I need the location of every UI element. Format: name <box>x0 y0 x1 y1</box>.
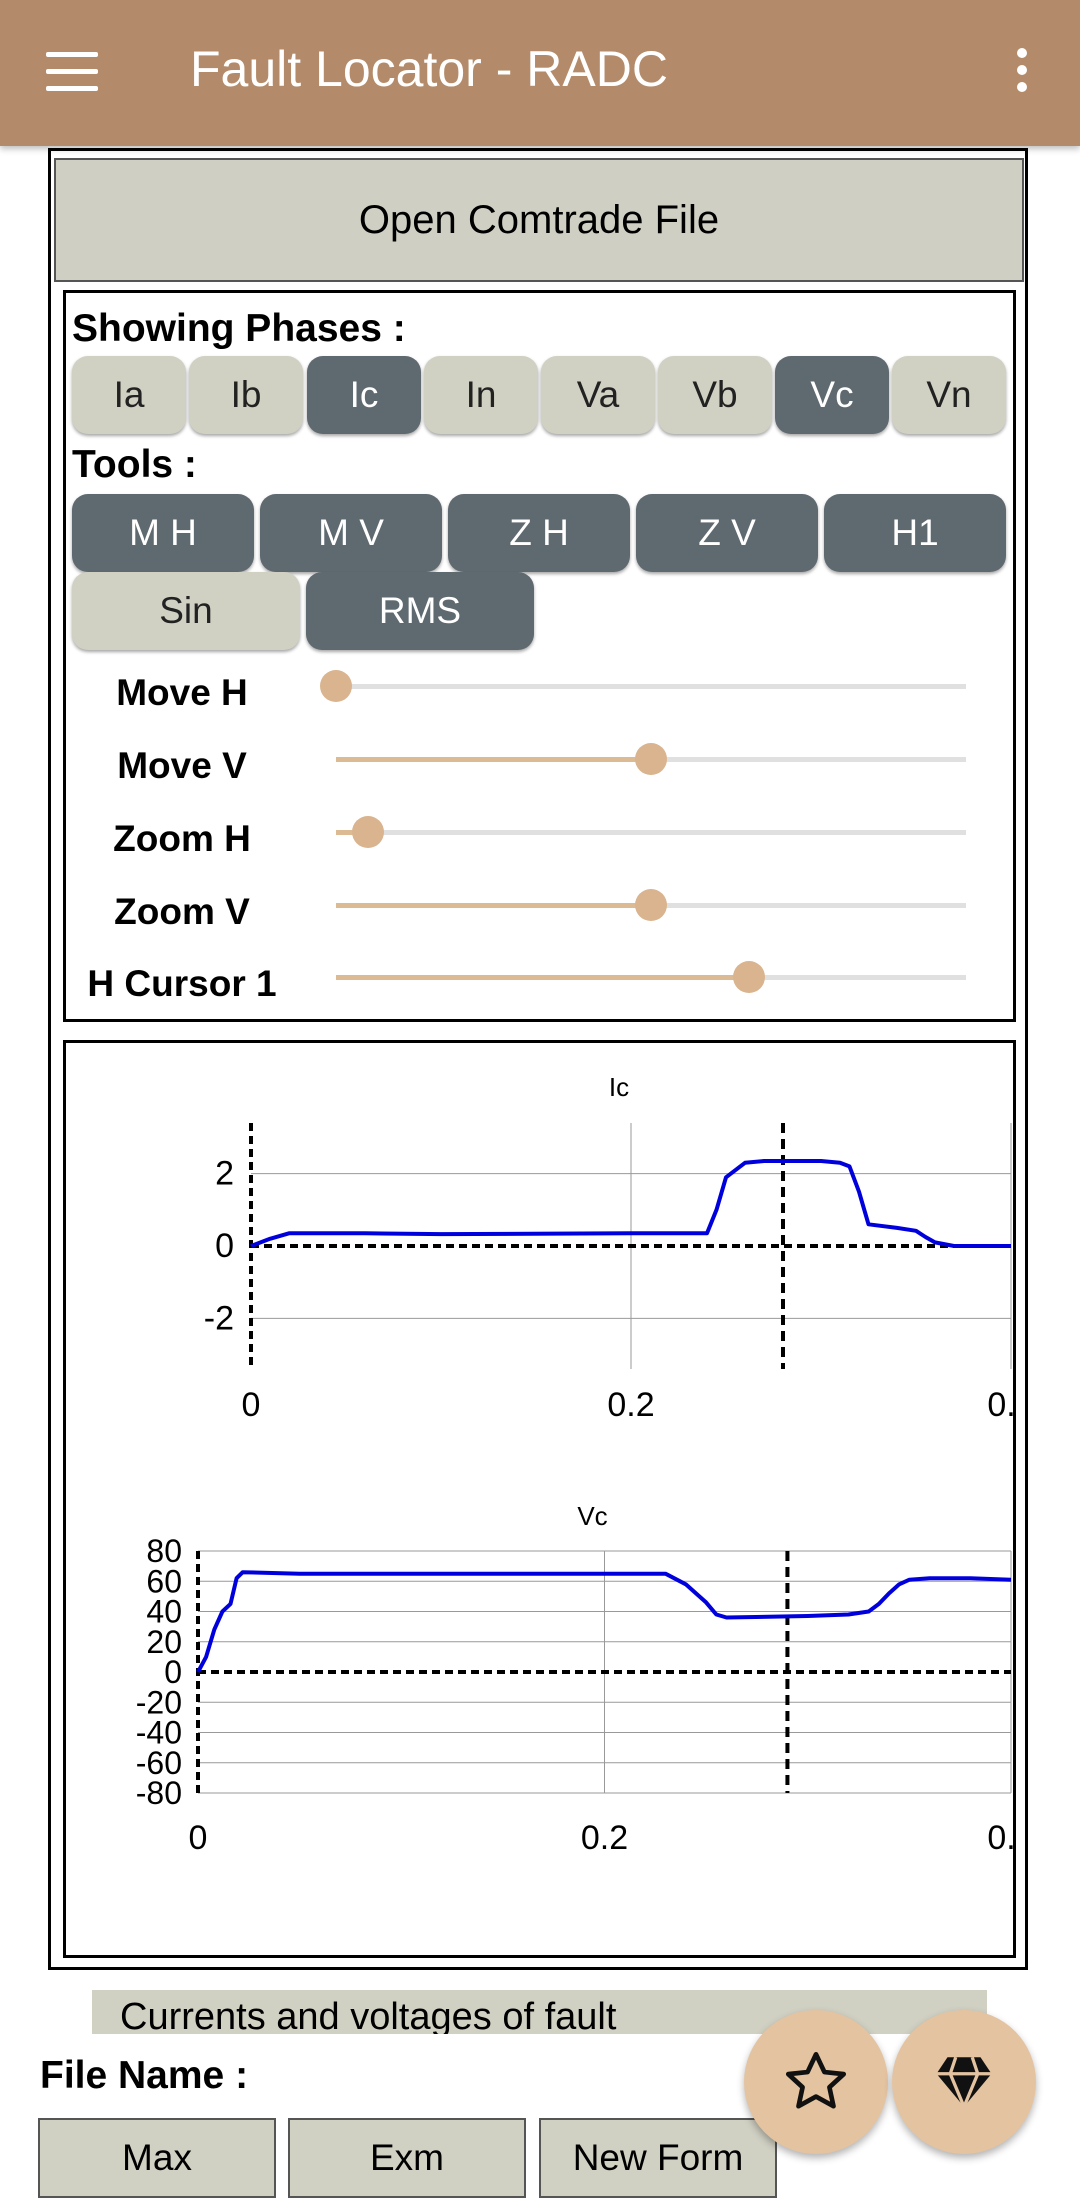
zoom-h-slider[interactable] <box>336 816 966 848</box>
vc-ytick-label: 60 <box>146 1563 182 1599</box>
new-form-button[interactable]: New Form <box>539 2118 777 2198</box>
phase-ib-toggle[interactable]: Ib <box>189 356 303 434</box>
hamburger-menu-icon[interactable] <box>46 52 98 92</box>
tools-label: Tools : <box>72 443 197 486</box>
controls-panel <box>63 290 1016 1022</box>
vc-chart-title: Vc <box>577 1501 607 1531</box>
vc-xtick-label: 0 <box>189 1819 208 1857</box>
ic-ytick-label: 2 <box>215 1155 234 1193</box>
zoom-v-label: Zoom V <box>114 891 250 932</box>
move-v-fill <box>336 757 651 762</box>
vc-ytick-label: -80 <box>136 1775 182 1811</box>
exm-button[interactable]: Exm <box>288 2118 526 2198</box>
h-cursor-1-thumb[interactable] <box>732 961 765 993</box>
tool-h1-label: H1 <box>891 512 939 553</box>
main-frame <box>48 148 1028 1970</box>
premium-button[interactable] <box>892 2010 1036 2154</box>
ic-ytick-label: -2 <box>204 1299 234 1337</box>
ic-xtick-label: 0.4 <box>987 1386 1016 1424</box>
move-v-thumb[interactable] <box>635 743 667 775</box>
file-name-label: File Name : <box>40 2054 249 2097</box>
phase-va-toggle[interactable]: Va <box>541 356 655 434</box>
vc-ytick-label: 0 <box>164 1654 182 1690</box>
move-h-thumb[interactable] <box>320 670 352 702</box>
vc-ytick-label: 80 <box>146 1533 182 1569</box>
vc-ytick-label: -40 <box>136 1715 182 1751</box>
vc-ytick-label: -20 <box>136 1684 182 1720</box>
tool-move-v-label: M V <box>318 512 384 553</box>
phase-in-label: In <box>465 374 497 415</box>
tool-zoom-h-label: Z H <box>509 512 569 553</box>
zoom-h-thumb[interactable] <box>351 816 384 848</box>
move-v-label: Move V <box>117 745 247 786</box>
move-h-slider[interactable] <box>320 670 966 702</box>
phase-vc-label: Vc <box>810 374 854 415</box>
phase-va-label: Va <box>576 374 620 415</box>
vc-ytick-label: -60 <box>136 1745 182 1781</box>
max-button[interactable]: Max <box>38 2118 276 2198</box>
phase-ic-toggle[interactable]: Ic <box>307 356 421 434</box>
phase-vn-label: Vn <box>926 374 972 415</box>
ic-xtick-label: 0.2 <box>607 1386 654 1424</box>
favorite-button[interactable] <box>744 2010 888 2154</box>
phase-ib-label: Ib <box>230 374 262 415</box>
app-bar: Fault Locator - RADC <box>0 0 1080 146</box>
phase-vc-toggle[interactable]: Vc <box>775 356 889 434</box>
vc-series-line <box>196 1570 1012 1673</box>
ic-ytick-label: 0 <box>215 1227 234 1265</box>
tool-zoom-v-button[interactable]: Z V <box>636 494 818 572</box>
zoom-h-label: Zoom H <box>113 818 251 859</box>
zoom-v-thumb[interactable] <box>635 889 667 921</box>
zoom-v-fill <box>336 903 651 908</box>
move-v-slider[interactable] <box>336 743 966 775</box>
vc-ytick-label: 40 <box>146 1594 182 1630</box>
overflow-menu-icon[interactable] <box>1012 48 1032 100</box>
tool-sin-label: Sin <box>159 590 213 631</box>
tool-move-v-button[interactable]: M V <box>260 494 442 572</box>
chart-panel: Ic20-200.20.4Vc806040200-20-40-60-8000.2… <box>63 1040 1016 1958</box>
tool-zoom-v-label: Z V <box>698 512 756 553</box>
phase-ic-label: Ic <box>349 374 379 415</box>
zoom-v-slider[interactable] <box>336 889 966 921</box>
gem-icon <box>936 2056 992 2112</box>
vc-xtick-label: 0.4 <box>987 1819 1016 1857</box>
ic-series-line <box>250 1159 1011 1248</box>
open-comtrade-button[interactable]: Open Comtrade File <box>54 158 1024 282</box>
star-icon <box>785 2051 847 2109</box>
ic-chart-title: Ic <box>609 1072 629 1102</box>
h-cursor-1-label: H Cursor 1 <box>87 963 277 1004</box>
h-cursor-1-slider[interactable] <box>336 961 966 993</box>
tool-sin-button[interactable]: Sin <box>72 572 300 650</box>
phase-ia-toggle[interactable]: Ia <box>72 356 186 434</box>
tool-move-h-label: M H <box>129 512 197 553</box>
ic-xtick-label: 0 <box>242 1386 261 1424</box>
phases-label: Showing Phases : <box>72 307 406 350</box>
tool-rms-button[interactable]: RMS <box>306 572 534 650</box>
tool-move-h-button[interactable]: M H <box>72 494 254 572</box>
tool-h1-button[interactable]: H1 <box>824 494 1006 572</box>
fault-info-text: Currents and voltages of fault <box>120 1996 617 2034</box>
vc-ytick-label: 20 <box>146 1624 182 1660</box>
move-h-label: Move H <box>116 672 248 713</box>
tool-zoom-h-button[interactable]: Z H <box>448 494 630 572</box>
h-cursor-1-fill <box>336 975 749 980</box>
vc-xtick-label: 0.2 <box>581 1819 628 1857</box>
phase-in-toggle[interactable]: In <box>424 356 538 434</box>
phase-vb-toggle[interactable]: Vb <box>658 356 772 434</box>
phase-vb-label: Vb <box>692 374 738 415</box>
fault-info-bar: Currents and voltages of fault <box>92 1990 987 2034</box>
charts-canvas: Ic20-200.20.4Vc806040200-20-40-60-8000.2… <box>136 1072 1016 1857</box>
phase-vn-toggle[interactable]: Vn <box>892 356 1006 434</box>
tool-rms-label: RMS <box>378 590 462 631</box>
app-title: Fault Locator - RADC <box>190 41 668 97</box>
phase-ia-label: Ia <box>113 374 145 415</box>
